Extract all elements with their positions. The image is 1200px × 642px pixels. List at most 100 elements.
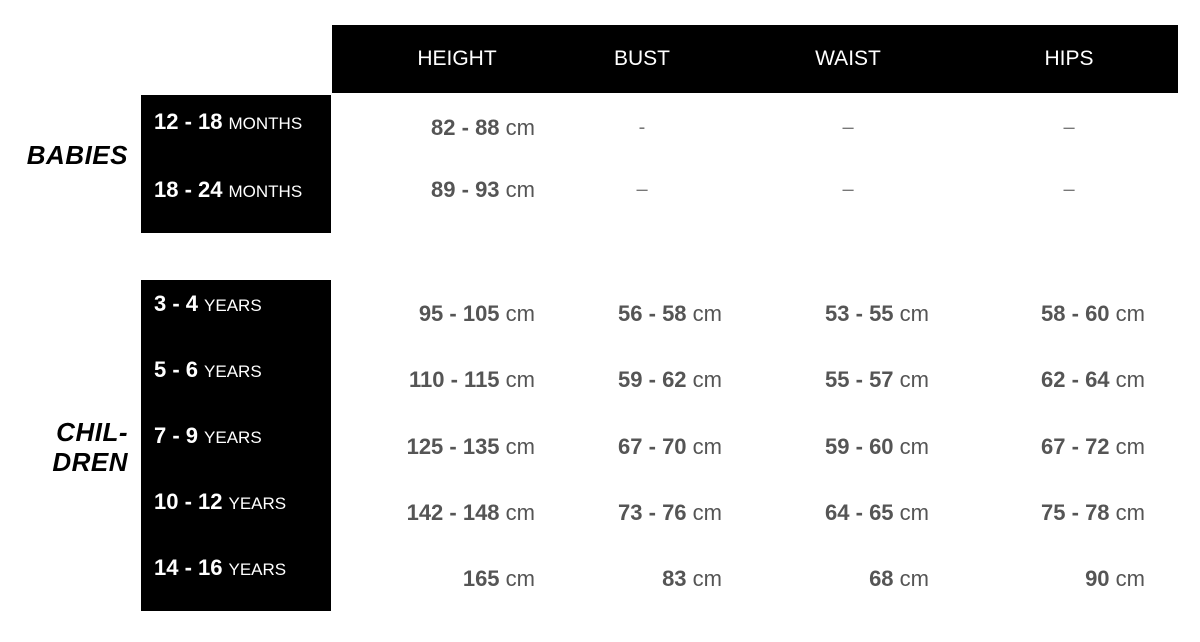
age-range: 5 - 6 <box>154 357 199 382</box>
measurement-waist: 68 cm <box>869 566 929 592</box>
age-unit: YEARS <box>228 560 287 579</box>
column-header-height: HEIGHT <box>417 47 497 70</box>
age-unit: MONTHS <box>228 182 303 201</box>
measurement-value: 90 <box>1085 566 1110 591</box>
measurement-hips: 67 - 72 cm <box>1041 434 1145 460</box>
age-unit: YEARS <box>204 428 262 447</box>
measurement-value: 59 - 62 <box>618 367 687 392</box>
measurement-unit: cm <box>893 434 929 459</box>
measurement-unit: cm <box>499 566 535 591</box>
measurement-value: 82 - 88 <box>431 115 500 140</box>
measurement-height: 165 cm <box>463 566 535 592</box>
measurement-value: 62 - 64 <box>1041 367 1110 392</box>
group-label: BABIES <box>26 140 128 170</box>
measurement-value: 142 - 148 <box>406 500 500 525</box>
measurement-value: 95 - 105 <box>418 301 500 326</box>
measurement-height: 110 - 115 cm <box>409 367 535 393</box>
empty-value: – <box>1063 116 1075 139</box>
measurement-unit: cm <box>1109 500 1145 525</box>
measurement-bust: 73 - 76 cm <box>618 500 722 526</box>
age-unit: YEARS <box>228 494 287 513</box>
measurement-waist: 64 - 65 cm <box>825 500 929 526</box>
column-header-bust: BUST <box>613 47 671 70</box>
measurement-value: 89 - 93 <box>431 177 500 202</box>
measurement-value: 58 - 60 <box>1041 301 1110 326</box>
measurement-value: 125 - 135 <box>406 434 500 459</box>
column-header-waist: WAIST <box>815 47 881 70</box>
empty-value: – <box>1063 178 1075 201</box>
age-range: 10 - 12 <box>154 489 223 514</box>
measurement-value: 73 - 76 <box>618 500 687 525</box>
measurement-height: 125 - 135 cm <box>407 434 535 460</box>
measurement-unit: cm <box>499 177 535 202</box>
measurement-unit: cm <box>499 367 535 392</box>
age-unit: MONTHS <box>228 114 303 133</box>
measurement-unit: cm <box>686 367 722 392</box>
measurement-value: 56 - 58 <box>618 301 687 326</box>
age-unit: YEARS <box>204 296 262 315</box>
age-range: 18 - 24 <box>154 177 223 202</box>
measurement-value: 67 - 70 <box>618 434 687 459</box>
measurement-hips: 90 cm <box>1085 566 1145 592</box>
measurement-value: 165 <box>462 566 500 591</box>
measurement-unit: cm <box>893 566 929 591</box>
age-range: 7 - 9 <box>154 423 199 448</box>
babies-age-block <box>141 95 331 233</box>
empty-value: – <box>842 116 854 139</box>
measurement-bust: 56 - 58 cm <box>618 301 722 327</box>
measurement-unit: cm <box>686 434 722 459</box>
age-range: 14 - 16 <box>154 555 223 580</box>
column-header-hips: HIPS <box>1044 47 1094 70</box>
measurement-unit: cm <box>1109 367 1145 392</box>
measurement-unit: cm <box>1109 434 1145 459</box>
empty-value: - <box>638 116 646 139</box>
measurement-height: 89 - 93 cm <box>431 177 535 203</box>
group-label-line: CHIL- <box>56 417 128 447</box>
age-range-label: 14 - 16 YEARS <box>154 555 286 581</box>
measurement-unit: cm <box>893 301 929 326</box>
measurement-bust: 83 cm <box>662 566 722 592</box>
age-range: 12 - 18 <box>154 109 223 134</box>
measurement-unit: cm <box>686 566 722 591</box>
measurement-unit: cm <box>499 115 535 140</box>
measurement-unit: cm <box>1109 566 1145 591</box>
measurement-height: 142 - 148 cm <box>407 500 535 526</box>
measurement-waist: 59 - 60 cm <box>825 434 929 460</box>
measurement-value: 53 - 55 <box>825 301 894 326</box>
measurement-waist: 53 - 55 cm <box>825 301 929 327</box>
measurement-value: 68 <box>869 566 894 591</box>
measurement-height: 95 - 105 cm <box>419 301 535 327</box>
measurement-waist: 55 - 57 cm <box>825 367 929 393</box>
empty-value: – <box>636 178 648 201</box>
group-label-line: DREN <box>52 447 128 477</box>
measurement-unit: cm <box>893 500 929 525</box>
children-age-block <box>141 280 331 611</box>
measurement-unit: cm <box>499 301 535 326</box>
age-range-label: 12 - 18 MONTHS <box>154 109 302 135</box>
measurement-unit: cm <box>893 367 929 392</box>
age-range-label: 3 - 4 YEARS <box>154 291 262 317</box>
measurement-bust: 67 - 70 cm <box>618 434 722 460</box>
measurement-value: 55 - 57 <box>825 367 894 392</box>
age-range-label: 7 - 9 YEARS <box>154 423 262 449</box>
age-unit: YEARS <box>204 362 262 381</box>
group-label: CHIL- DREN <box>52 417 128 477</box>
measurement-unit: cm <box>499 434 535 459</box>
measurement-unit: cm <box>686 301 722 326</box>
age-range: 3 - 4 <box>154 291 199 316</box>
measurement-unit: cm <box>686 500 722 525</box>
age-range-label: 10 - 12 YEARS <box>154 489 286 515</box>
measurement-value: 75 - 78 <box>1041 500 1110 525</box>
measurement-value: 64 - 65 <box>825 500 894 525</box>
measurement-value: 67 - 72 <box>1041 434 1110 459</box>
measurement-unit: cm <box>499 500 535 525</box>
measurement-value: 110 - 115 <box>409 367 500 392</box>
column-header-bar: HEIGHT BUST WAIST HIPS <box>332 25 1178 93</box>
measurement-value: 59 - 60 <box>825 434 894 459</box>
measurement-height: 82 - 88 cm <box>431 115 535 141</box>
measurement-value: 83 <box>662 566 687 591</box>
measurement-hips: 58 - 60 cm <box>1041 301 1145 327</box>
age-range-label: 18 - 24 MONTHS <box>154 177 302 203</box>
measurement-bust: 59 - 62 cm <box>618 367 722 393</box>
empty-value: – <box>842 178 854 201</box>
